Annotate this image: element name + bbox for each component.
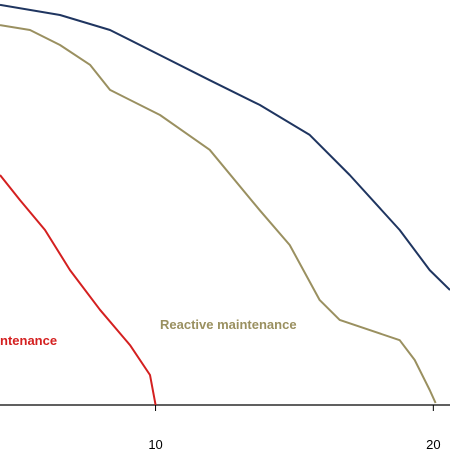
annotation: ntenance <box>0 333 57 348</box>
series-line <box>0 174 157 406</box>
annotation: Reactive maintenance <box>160 317 297 332</box>
x-tick-label: 10 <box>148 437 162 450</box>
x-tick-label: 20 <box>426 437 440 450</box>
series-line <box>0 24 437 404</box>
series-line <box>0 3 450 291</box>
